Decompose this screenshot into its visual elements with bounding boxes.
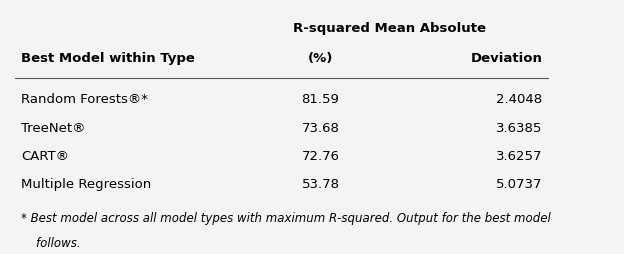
- Text: TreeNet®: TreeNet®: [21, 122, 85, 135]
- Text: 72.76: 72.76: [301, 150, 339, 163]
- Text: 3.6257: 3.6257: [496, 150, 542, 163]
- Text: 81.59: 81.59: [301, 93, 339, 106]
- Text: Multiple Regression: Multiple Regression: [21, 178, 151, 191]
- Text: 73.68: 73.68: [301, 122, 339, 135]
- Text: R-squared Mean Absolute: R-squared Mean Absolute: [293, 22, 486, 35]
- Text: CART®: CART®: [21, 150, 69, 163]
- Text: 2.4048: 2.4048: [497, 93, 542, 106]
- Text: 53.78: 53.78: [301, 178, 339, 191]
- Text: 5.0737: 5.0737: [496, 178, 542, 191]
- Text: Random Forests®*: Random Forests®*: [21, 93, 148, 106]
- Text: Deviation: Deviation: [470, 52, 542, 65]
- Text: (%): (%): [308, 52, 333, 65]
- Text: Best Model within Type: Best Model within Type: [21, 52, 195, 65]
- Text: 3.6385: 3.6385: [496, 122, 542, 135]
- Text: follows.: follows.: [21, 237, 80, 250]
- Text: * Best model across all model types with maximum R-squared. Output for the best : * Best model across all model types with…: [21, 212, 550, 225]
